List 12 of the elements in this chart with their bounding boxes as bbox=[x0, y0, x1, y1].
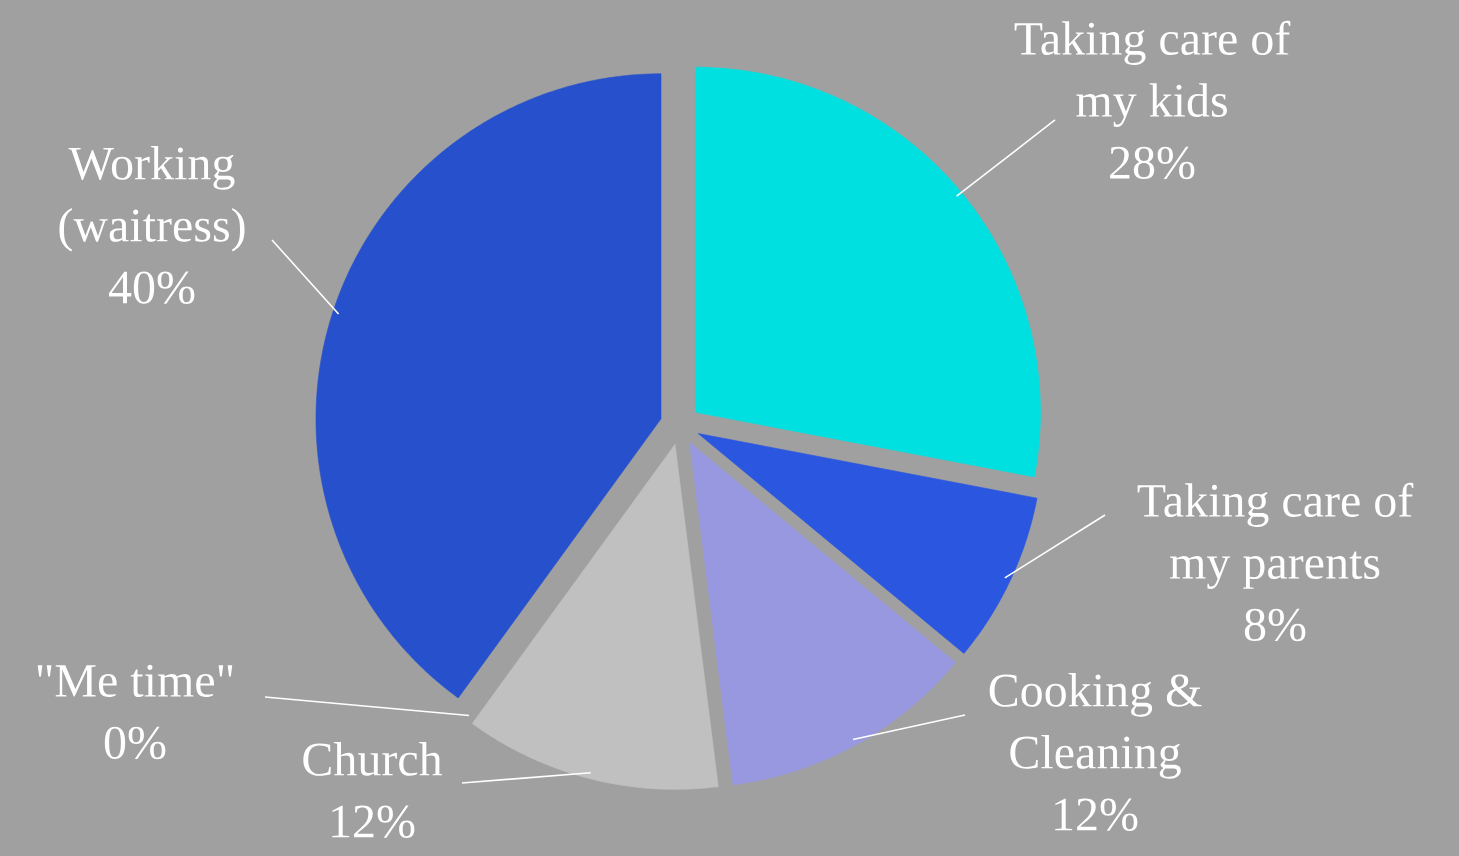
slice-label: Working (waitress) bbox=[59, 146, 245, 252]
slice-label: Taking care of my parents bbox=[1137, 482, 1414, 589]
slice-label: Cooking & Cleaning bbox=[989, 673, 1202, 779]
data-label: 40% bbox=[108, 271, 195, 304]
data-label: 8% bbox=[1244, 608, 1306, 642]
text: 0% bbox=[104, 726, 166, 760]
slice-label: Taking care of my kids bbox=[1014, 20, 1291, 127]
slice-label: Church bbox=[303, 742, 443, 776]
data-label: 12% bbox=[1055, 798, 1138, 831]
legend-label: "Me time" bbox=[37, 664, 233, 698]
data-label: 12% bbox=[332, 805, 415, 838]
data-label: 28% bbox=[1110, 146, 1195, 180]
